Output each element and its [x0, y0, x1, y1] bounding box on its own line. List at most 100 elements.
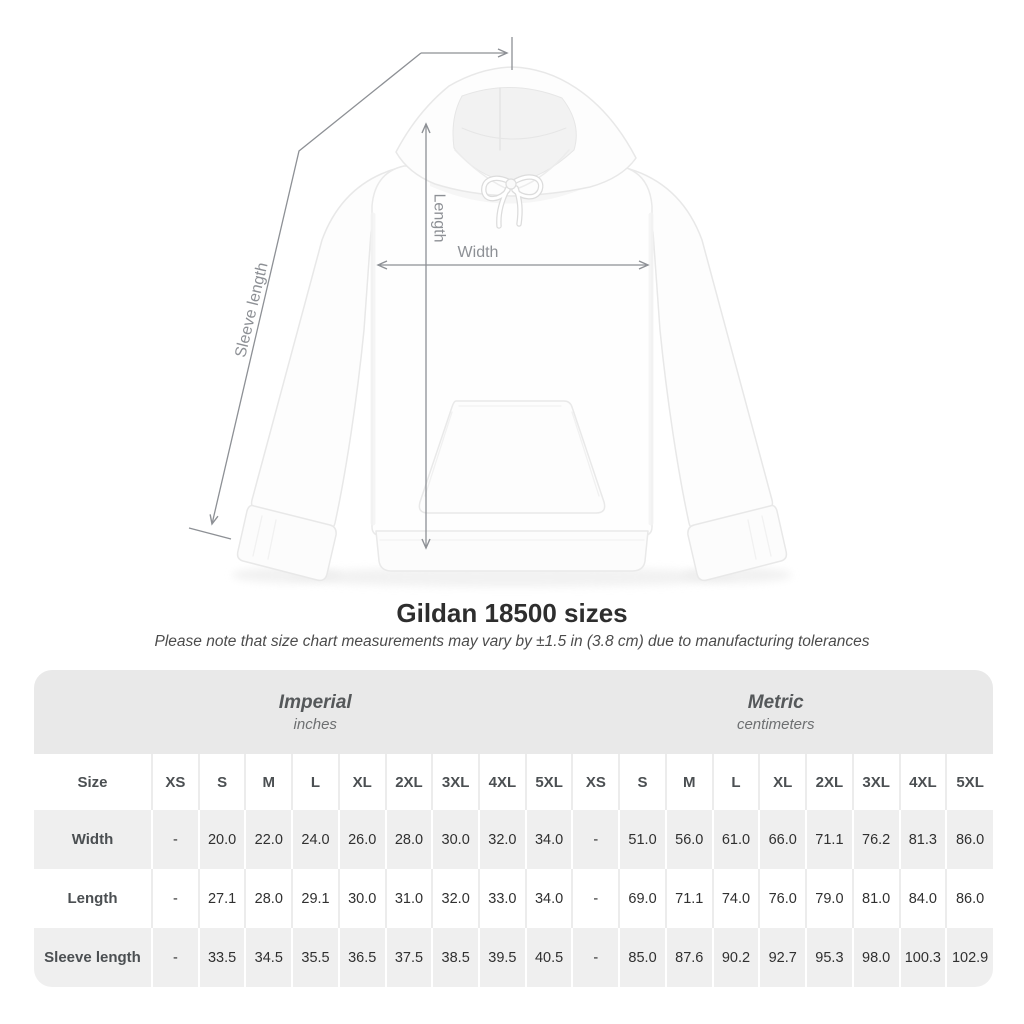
- measurement-value-cell: 38.5: [431, 928, 480, 987]
- measurement-value-cell: -: [571, 869, 620, 928]
- measurement-value-cell: 71.1: [664, 869, 713, 928]
- right-cuff: [687, 504, 788, 582]
- measurement-value-cell: 81.3: [898, 810, 947, 869]
- size-header-imperial-xs: XS: [151, 754, 199, 810]
- sleeve-arrow-diagonal: [209, 52, 422, 526]
- measurement-value-cell: -: [151, 810, 199, 869]
- imperial-label: Imperial: [278, 691, 352, 713]
- measurement-value-cell: 61.0: [711, 810, 760, 869]
- measurement-value-cell: 90.2: [711, 928, 760, 987]
- measurement-value-cell: 56.0: [664, 810, 713, 869]
- metric-unit: centimeters: [736, 715, 815, 733]
- measurement-value-cell: 33.0: [478, 869, 526, 928]
- length-label: Length: [431, 194, 448, 243]
- row-label-cell: Sleeve length: [44, 949, 141, 966]
- kangaroo-pocket: [418, 400, 606, 514]
- measurement-value-cell: 100.3: [898, 928, 947, 987]
- hem-band: [375, 530, 649, 572]
- size-header-imperial-l: L: [291, 754, 339, 810]
- measurement-value-cell: 31.0: [384, 869, 433, 928]
- size-header-imperial-4xl: 4XL: [478, 754, 526, 810]
- width-label: Width: [458, 244, 499, 261]
- measurement-row-width: Width -20.0 22.0 24.0 26.0 28.0 30.0 32.0 34.0-5…: [34, 810, 993, 869]
- page-subtitle: Please note that size chart measurements…: [154, 633, 870, 650]
- measurement-value-cell: 37.5: [384, 928, 433, 987]
- measurement-value-cell: 20.0: [197, 810, 246, 869]
- row-label-cell: Width: [71, 831, 114, 848]
- measurement-row-sleeve-length: Sleeve length -33.5 34.5 35.5 36.5 37.5 38.5 39…: [34, 928, 993, 987]
- size-header-imperial-3xl: 3XL: [431, 754, 480, 810]
- measurement-value-cell: 84.0: [898, 869, 947, 928]
- metric-label: Metric: [747, 691, 804, 713]
- size-header-imperial-s: S: [197, 754, 246, 810]
- measurement-value-cell: 30.0: [431, 810, 480, 869]
- measurement-value-cell: 69.0: [618, 869, 666, 928]
- measurement-value-cell: -: [151, 869, 199, 928]
- size-header-metric-5xl: 5XL: [945, 754, 993, 810]
- drawstring-bow: [481, 174, 544, 229]
- measurement-value-cell: 86.0: [945, 869, 993, 928]
- measurement-value-cell: -: [571, 810, 620, 869]
- size-header-imperial-2xl: 2XL: [384, 754, 433, 810]
- measurement-value-cell: 29.1: [291, 869, 339, 928]
- measurement-value-cell: 22.0: [244, 810, 293, 869]
- measurement-value-cell: 33.5: [197, 928, 246, 987]
- size-header-metric-l: L: [711, 754, 760, 810]
- page-title: Gildan 18500 sizes: [396, 598, 628, 628]
- measurement-value-cell: 34.0: [524, 810, 573, 869]
- measurement-value-cell: -: [151, 928, 199, 987]
- measurement-value-cell: 40.5: [524, 928, 573, 987]
- size-header-metric-4xl: 4XL: [898, 754, 947, 810]
- measurement-value-cell: 28.0: [384, 810, 433, 869]
- measurement-value-cell: 92.7: [758, 928, 807, 987]
- measurement-value-cell: 24.0: [291, 810, 339, 869]
- size-column-header: Size: [77, 773, 108, 791]
- row-label-cell: Length: [67, 890, 118, 907]
- measurement-value-cell: 34.0: [524, 869, 573, 928]
- size-header-metric-xl: XL: [758, 754, 807, 810]
- size-table-body: Size XS S M L XL 2XL 3XL 4XL 5XL XS S M L XL 2XL 3XL 4XL 5…: [34, 754, 993, 987]
- measurement-value-cell: 86.0: [945, 810, 993, 869]
- hoodie-illustration: [236, 66, 788, 582]
- measurement-value-cell: 51.0: [618, 810, 666, 869]
- measurement-value-cell: 34.5: [244, 928, 293, 987]
- measurement-value-cell: 30.0: [337, 869, 386, 928]
- left-cuff: [236, 504, 337, 582]
- measurement-value-cell: 39.5: [478, 928, 526, 987]
- measurement-value-cell: 74.0: [711, 869, 760, 928]
- size-header-metric-2xl: 2XL: [805, 754, 853, 810]
- measurement-value-cell: 102.9: [945, 928, 993, 987]
- measurement-value-cell: 81.0: [851, 869, 900, 928]
- metric-section-header: Metric centimeters: [572, 670, 993, 754]
- size-header-imperial-5xl: 5XL: [524, 754, 573, 810]
- measurement-value-cell: 76.2: [851, 810, 900, 869]
- measurement-value-cell: 79.0: [805, 869, 853, 928]
- units-band-row: Imperial inches Metric centimeters: [34, 670, 993, 754]
- measurement-value-cell: 98.0: [851, 928, 900, 987]
- size-header-metric-xs: XS: [571, 754, 620, 810]
- measurement-value-cell: 95.3: [805, 928, 853, 987]
- measurement-value-cell: 32.0: [478, 810, 526, 869]
- measurement-value-cell: 85.0: [618, 928, 666, 987]
- size-table: Imperial inches Metric centimeters Size X…: [34, 670, 993, 987]
- measurement-value-cell: 32.0: [431, 869, 480, 928]
- measurement-value-cell: 28.0: [244, 869, 293, 928]
- measurement-value-cell: 87.6: [664, 928, 713, 987]
- imperial-section-header: Imperial inches: [34, 670, 572, 754]
- measurement-value-cell: 35.5: [291, 928, 339, 987]
- size-table-wrap: Imperial inches Metric centimeters Size X…: [34, 670, 993, 987]
- measurement-value-cell: -: [571, 928, 620, 987]
- measurement-value-cell: 36.5: [337, 928, 386, 987]
- measurement-value-cell: 71.1: [805, 810, 853, 869]
- hoodie-measurement-figure: Width Length Sleeve length: [188, 37, 792, 587]
- measurement-value-cell: 66.0: [758, 810, 807, 869]
- size-header-metric-s: S: [618, 754, 666, 810]
- measurement-value-cell: 76.0: [758, 869, 807, 928]
- measurement-value-cell: 27.1: [197, 869, 246, 928]
- size-header-imperial-xl: XL: [337, 754, 386, 810]
- size-header-imperial-m: M: [244, 754, 293, 810]
- size-header-metric-m: M: [664, 754, 713, 810]
- measurement-value-cell: 26.0: [337, 810, 386, 869]
- imperial-unit: inches: [293, 715, 337, 733]
